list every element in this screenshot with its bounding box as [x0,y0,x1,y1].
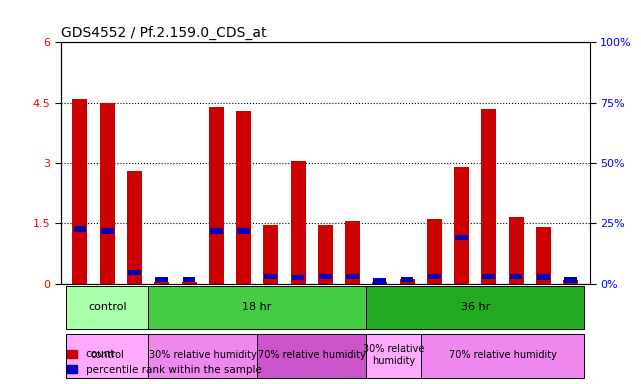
Bar [366,286,584,329]
Bar [366,334,420,378]
Text: 30% relative humidity: 30% relative humidity [149,350,256,360]
Bar [508,217,524,284]
Bar [100,103,115,284]
Bar [72,99,87,284]
Bar [67,334,148,378]
Bar [236,111,251,284]
Bar [319,273,331,279]
Text: GDS4552 / Pf.2.159.0_CDS_at: GDS4552 / Pf.2.159.0_CDS_at [61,26,267,40]
Bar [101,228,113,234]
Bar [374,278,386,284]
Bar [483,273,495,279]
Bar [401,277,413,282]
Bar [536,227,551,284]
Bar [257,334,366,378]
Bar [265,273,277,279]
Text: 18 hr: 18 hr [242,302,272,312]
Bar [420,334,584,378]
Bar [372,281,387,284]
Bar [74,227,87,232]
Bar [292,275,304,280]
Text: 70% relative humidity: 70% relative humidity [258,350,365,360]
Bar [318,225,333,284]
Bar [155,277,168,282]
Bar [148,334,257,378]
Bar [399,279,415,284]
Legend: count, percentile rank within the sample: count, percentile rank within the sample [63,345,266,379]
Bar [154,281,169,284]
Bar [128,270,141,275]
Bar [345,221,360,284]
Bar [67,286,148,329]
Bar [428,273,441,279]
Bar [263,225,278,284]
Text: 70% relative humidity: 70% relative humidity [449,350,556,360]
Bar [563,280,578,284]
Bar [537,274,550,280]
Bar [237,228,250,234]
Bar [181,281,197,284]
Bar [290,161,306,284]
Bar [510,273,522,279]
Text: control: control [88,302,126,312]
Bar [564,277,577,283]
Text: 30% relative
humidity: 30% relative humidity [363,344,424,366]
Bar [209,107,224,284]
Bar [183,277,196,282]
Bar [210,228,222,234]
Text: 36 hr: 36 hr [461,302,490,312]
Bar [148,286,366,329]
Bar [427,219,442,284]
Bar [455,235,468,240]
Text: control: control [90,350,124,360]
Bar [481,109,496,284]
Bar [346,273,359,279]
Bar [454,167,469,284]
Bar [127,171,142,284]
